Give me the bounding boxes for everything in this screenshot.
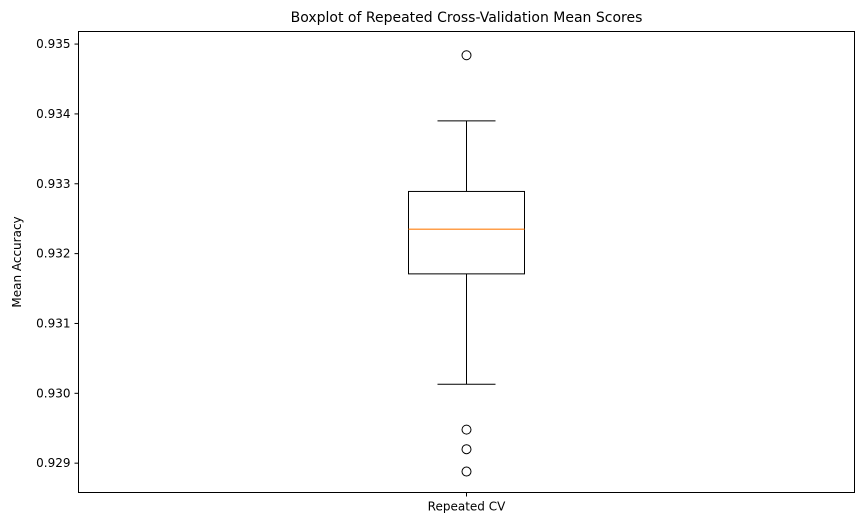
- y-tick-label: 0.932: [36, 247, 70, 261]
- x-axis-ticks: Repeated CV: [428, 492, 506, 514]
- iqr-box: [408, 190, 525, 275]
- y-axis-label: Mean Accuracy: [10, 216, 24, 307]
- plot-area: [408, 50, 525, 477]
- y-tick-label: 0.930: [36, 386, 70, 400]
- x-tick-label: Repeated CV: [428, 500, 506, 514]
- axes-frame: [78, 31, 855, 493]
- y-tick-label: 0.931: [36, 316, 70, 330]
- y-tick-label: 0.929: [36, 456, 70, 470]
- outlier-point: [461, 424, 472, 435]
- chart-title: Boxplot of Repeated Cross-Validation Mea…: [291, 10, 643, 26]
- outlier-point: [461, 466, 472, 477]
- y-tick-label: 0.934: [36, 107, 70, 121]
- y-tick-label: 0.933: [36, 177, 70, 191]
- y-tick-label: 0.935: [36, 37, 70, 51]
- y-axis-ticks: 0.929 0.930 0.931 0.932 0.933 0.934 0.935: [36, 37, 79, 470]
- outlier-point: [461, 50, 472, 61]
- outlier-point: [461, 444, 472, 455]
